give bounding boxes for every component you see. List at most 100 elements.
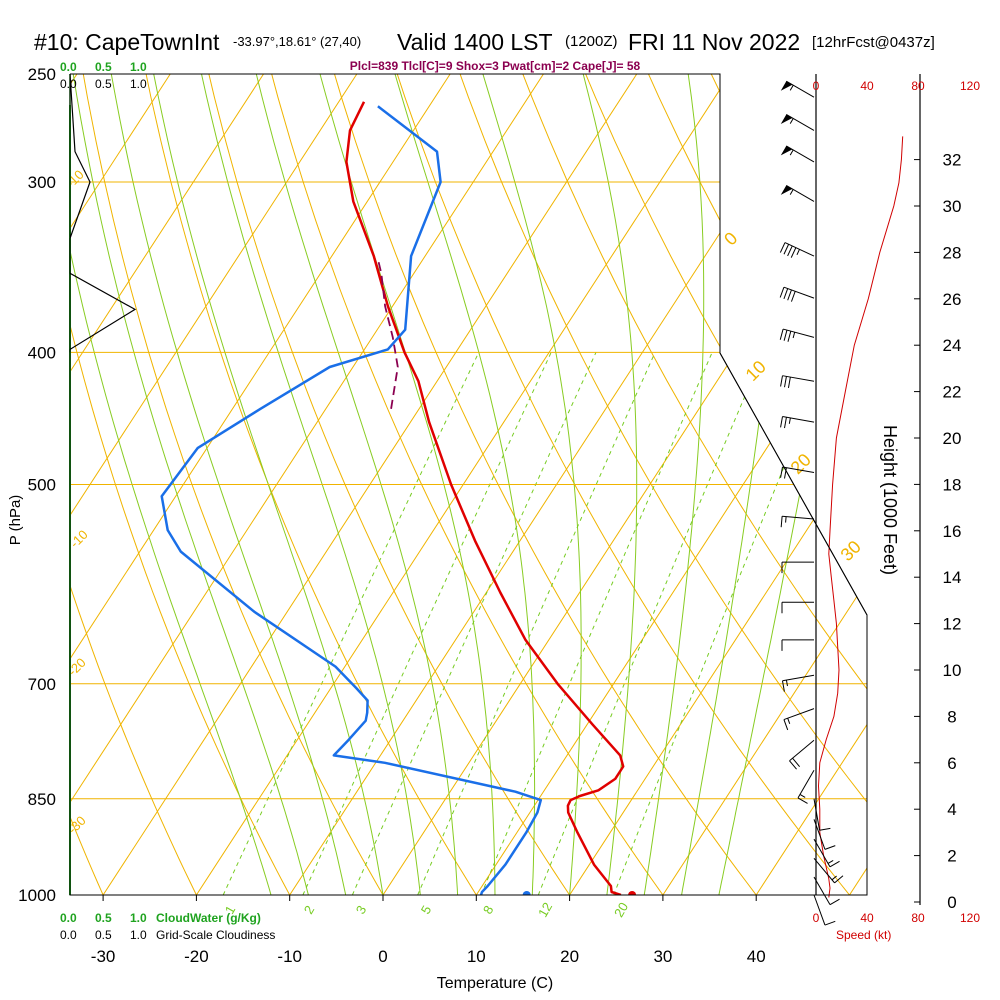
wind-barb [781,674,815,692]
wind-barb-half-flag [785,516,787,523]
dry-adiabat [575,74,867,895]
wind-barb [779,328,815,342]
cloudwater-top-tick-0: 0.0 [60,60,77,74]
moist-adiabat [70,74,272,895]
wind-barb-pennant [780,185,793,195]
temperature-tick-label: 20 [560,947,579,966]
height-tick-label: 8 [947,707,956,726]
wind-barb-flag [781,680,785,692]
isotherm-line [662,74,867,895]
dry-adiabat [326,74,757,895]
wind-barb-staff [813,838,831,868]
isotherm-label: 20 [787,450,815,478]
dry-adiabat [450,74,867,895]
wind-speed-profile [817,136,904,898]
dry-adiabat [0,50,10,895]
wind-barb-staff [783,708,815,721]
parcel-line [377,259,399,409]
dry-adiabat [388,74,850,895]
wind-barb [797,769,815,804]
speed-bottom-tick-2: 80 [911,911,925,925]
wind-barb-flag [783,329,788,341]
zulu-time: (1200Z) [565,33,618,50]
date-label: FRI 11 Nov 2022 [628,29,800,55]
wind-barb-flag [834,875,844,884]
wind-barb [781,639,814,651]
wind-barb [813,858,844,884]
speed-bottom-tick-0: 0 [813,911,820,925]
isotherm-label: 30 [837,537,865,565]
cloudwater-bottom-tick-2: 1.0 [130,911,147,925]
temperature-tick-label: -20 [184,947,209,966]
sounding-indices: Plcl=839 Tlcl[C]=9 Shox=3 Pwat[cm]=2 Cap… [350,59,641,73]
mixing-ratio-line [222,352,480,895]
height-tick-label: 4 [947,800,956,819]
temperature-tick-label: 40 [747,947,766,966]
wind-barb [780,416,815,429]
mixing-ratio-line [417,352,656,895]
moist-adiabat [255,74,459,895]
wind-barb-staff [782,674,815,682]
cloudiness-bottom-tick-2: 1.0 [130,928,147,942]
wind-barb-flag [780,375,783,387]
wind-barb-half-flag [799,794,806,798]
wind-barb-half-flag [796,249,800,255]
wind-barb-flag [783,244,790,255]
pressure-tick-label: 300 [28,173,56,192]
dry-adiabat [202,74,571,895]
dry-adiabat [140,74,477,895]
wind-barb-flag [784,376,787,388]
valid-time: Valid 1400 LST [397,29,553,55]
y2-axis-title: Height (1000 Feet) [880,425,900,575]
wind-barb [813,838,840,868]
wind-barb [780,80,815,98]
temperature-tick-label: 0 [378,947,387,966]
wind-barb-flag [790,247,797,258]
wind-barb-flag [824,920,836,926]
mixing-ratio-line [480,352,713,895]
pressure-tick-label: 850 [28,790,56,809]
wind-barb-flag [780,466,783,478]
dry-adiabat [886,50,1000,895]
wind-barb-flag [784,467,787,479]
cloudiness-top-tick-2: 1.0 [130,77,147,91]
moist-adiabat [643,74,705,895]
cloudiness-bottom-tick-1: 0.5 [95,928,112,942]
dry-adiabat [264,74,664,895]
speed-top-tick-2: 80 [911,79,925,93]
pressure-tick-label: 250 [28,65,56,84]
wind-barb-flag [784,417,787,429]
moist-adiabat [482,74,582,895]
plot-frame [69,73,868,896]
dry-adiabat [70,74,197,895]
wind-barb-half-flag [787,718,791,725]
wind-barb-flag [779,242,786,253]
wind-barb-flag [790,291,796,302]
wind-barb [780,184,815,202]
dry-adiabat [70,74,291,895]
cloudiness-scale-bottom: 0.0 0.5 1.0 Grid-Scale Cloudiness [60,928,275,942]
wind-barb-staff [789,739,815,762]
cloudiness-top-tick-0: 0.0 [60,77,77,91]
skewt-background-lines [0,50,1000,895]
height-tick-label: 24 [943,336,962,355]
mixing-ratio-label: 12 [535,900,555,920]
wind-barb-half-flag [785,680,788,687]
cloudiness-bottom-tick-0: 0.0 [60,928,77,942]
wind-barb-flag [783,288,789,300]
wind-barb [780,515,815,528]
cloudwater-scale-bottom: 0.0 0.5 1.0 CloudWater (g/Kg) [60,911,261,925]
mixing-ratio-label: 8 [480,903,497,917]
wind-barb [813,894,836,926]
wind-barb-flag [829,860,840,868]
wind-barb-staff [782,466,815,474]
wind-barb [780,375,815,388]
forecast-label: [12hrFcst@0437z] [812,34,935,51]
wind-barb-staff [813,876,831,905]
mixing-ratio-label: 5 [418,903,435,917]
dry-adiabat [78,74,384,895]
cloudiness-label: Grid-Scale Cloudiness [156,928,275,942]
pressure-tick-label: 700 [28,675,56,694]
